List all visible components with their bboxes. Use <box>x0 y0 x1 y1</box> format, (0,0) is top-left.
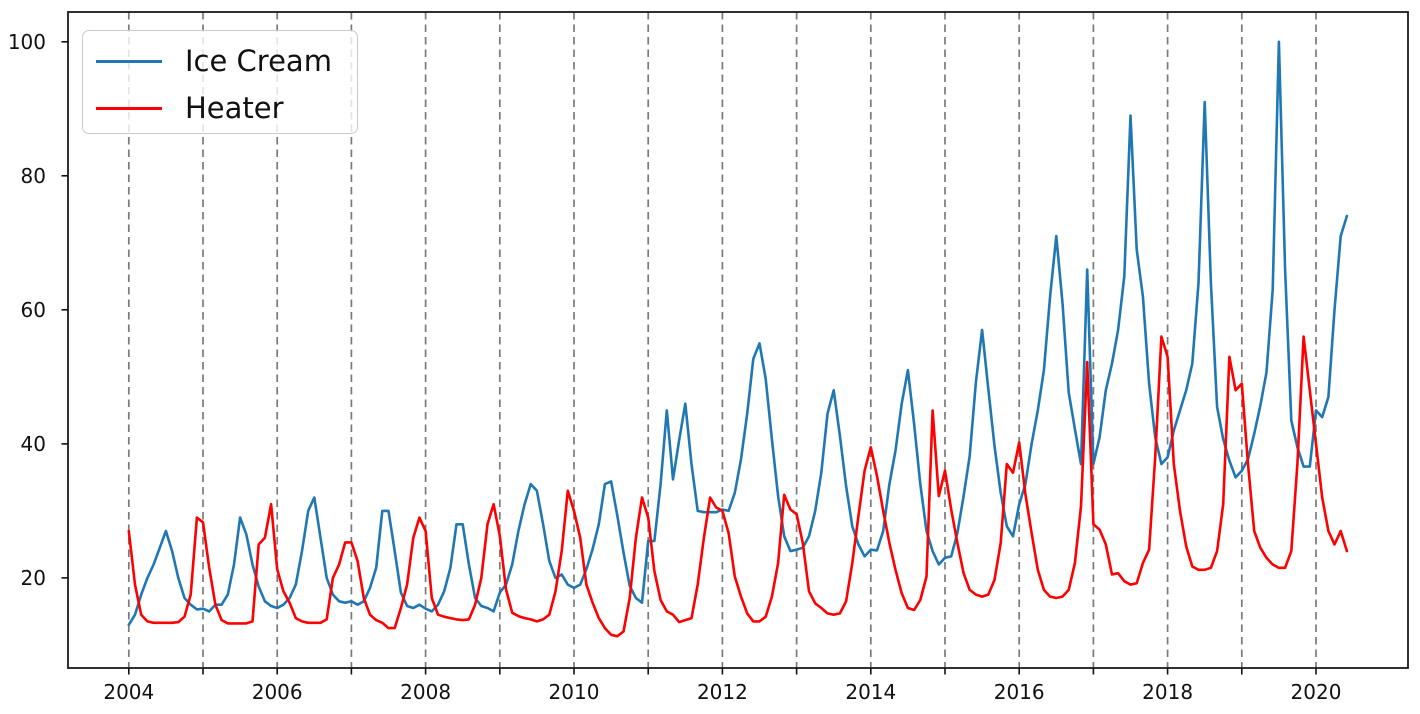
x-tick-label-2016: 2016 <box>994 680 1045 704</box>
y-tick-label-20: 20 <box>21 566 46 590</box>
series-line-heater <box>127 335 1349 638</box>
x-tick-label-2010: 2010 <box>549 680 600 704</box>
y-tick-label-80: 80 <box>21 164 46 188</box>
x-tick-label-2008: 2008 <box>400 680 451 704</box>
legend-line-ice-cream-swatch <box>96 60 162 64</box>
x-tick-label-2004: 2004 <box>103 680 154 704</box>
x-tick-label-2018: 2018 <box>1142 680 1193 704</box>
plot-border <box>67 11 1409 669</box>
legend: Ice Cream Heater <box>82 30 358 134</box>
x-tick-label-2006: 2006 <box>252 680 303 704</box>
x-tick-label-2020: 2020 <box>1291 680 1342 704</box>
x-tick-label-2012: 2012 <box>697 680 748 704</box>
y-tick-label-100: 100 <box>8 30 46 54</box>
legend-label-heater: Heater <box>185 90 284 125</box>
y-tick-label-60: 60 <box>21 298 46 322</box>
y-tick-label-40: 40 <box>21 432 46 456</box>
legend-item-ice-cream: Ice Cream <box>96 40 357 84</box>
legend-item-heater: Heater <box>96 86 357 130</box>
legend-label-ice-cream: Ice Cream <box>185 44 332 79</box>
x-tick-label-2014: 2014 <box>845 680 896 704</box>
legend-line-heater-swatch <box>96 106 162 110</box>
